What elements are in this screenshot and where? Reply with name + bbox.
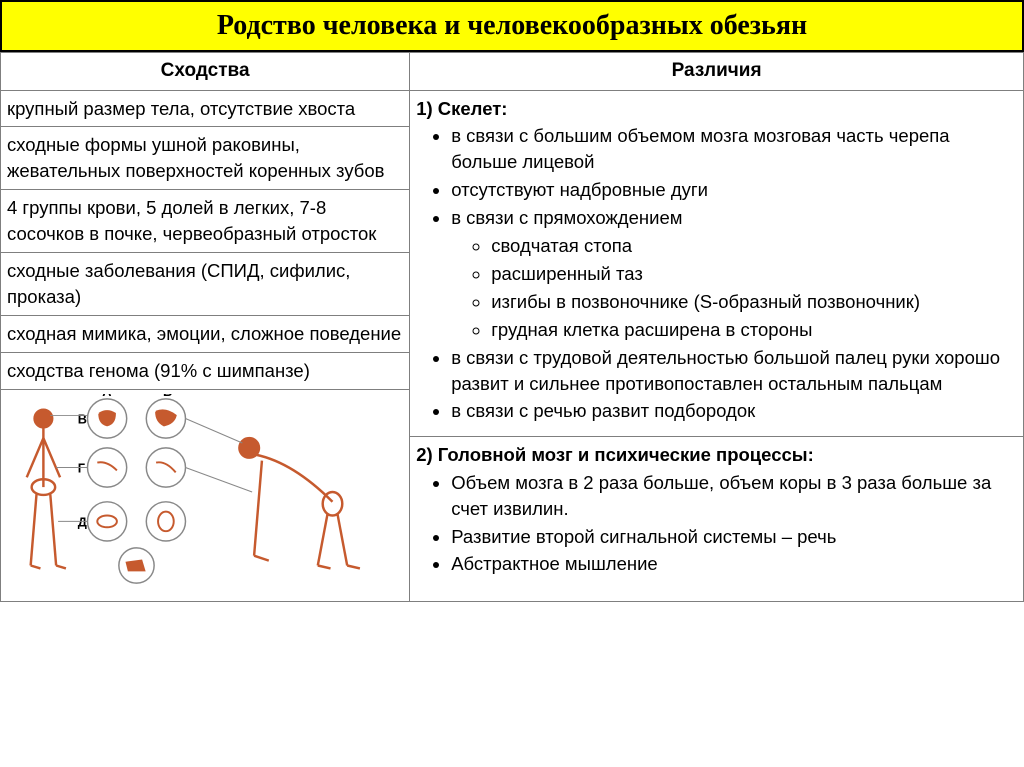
sim-cell-1: сходные формы ушной раковины, жевательны… (1, 127, 410, 190)
diff-cell-2: 2) Головной мозг и психические процессы:… (410, 436, 1024, 601)
sim-cell-0: крупный размер тела, отсутствие хвоста (1, 90, 410, 127)
diff-sublist: сводчатая стопа расширенный таз изгибы в… (451, 233, 1017, 343)
diff-section2-title: 2) Головной мозг и психические процессы: (416, 444, 814, 465)
diff-item: в связи с большим объемом мозга мозговая… (451, 123, 1017, 175)
sim-cell-5: сходства генома (91% с шимпанзе) (1, 352, 410, 389)
diff-section1-title: 1) Скелет: (416, 98, 507, 119)
title-bar: Родство человека и человекообразных обез… (0, 0, 1024, 52)
page-title: Родство человека и человекообразных обез… (22, 10, 1002, 42)
header-differences: Различия (410, 53, 1024, 91)
diff-subitem: изгибы в позвоночнике (S-образный позвон… (491, 289, 1017, 315)
label-V: В (78, 411, 87, 426)
label-A: А (102, 394, 111, 399)
diff-item: в связи с прямохождением сводчатая стопа… (451, 205, 1017, 342)
diff-item: Развитие второй сигнальной системы – реч… (451, 524, 1017, 550)
diff-subitem: сводчатая стопа (491, 233, 1017, 259)
diff-list-1: в связи с большим объемом мозга мозговая… (416, 123, 1017, 424)
diff-item: в связи с трудовой деятельностью большой… (451, 345, 1017, 397)
diff-item: отсутствуют надбровные дуги (451, 177, 1017, 203)
label-B: Б (163, 394, 172, 399)
diff-subitem: расширенный таз (491, 261, 1017, 287)
sim-cell-2: 4 группы крови, 5 долей в легких, 7-8 со… (1, 190, 410, 253)
header-similarities: Сходства (1, 53, 410, 91)
diff-item: в связи с речью развит подбородок (451, 398, 1017, 424)
sim-cell-4: сходная мимика, эмоции, сложное поведени… (1, 315, 410, 352)
diff-item: Абстрактное мышление (451, 551, 1017, 577)
skeleton-comparison-icon: А Б В Г Д (5, 394, 405, 590)
comparison-table: Сходства Различия крупный размер тела, о… (0, 52, 1024, 602)
diff-list-2: Объем мозга в 2 раза больше, объем коры … (416, 470, 1017, 578)
skeleton-diagram-cell: А Б В Г Д (1, 389, 410, 601)
diff-subitem: грудная клетка расширена в стороны (491, 317, 1017, 343)
header-row: Сходства Различия (1, 53, 1024, 91)
sim-cell-3: сходные заболевания (СПИД, сифилис, прок… (1, 253, 410, 316)
diff-item: Объем мозга в 2 раза больше, объем коры … (451, 470, 1017, 522)
diff-cell-1: 1) Скелет: в связи с большим объемом моз… (410, 90, 1024, 436)
